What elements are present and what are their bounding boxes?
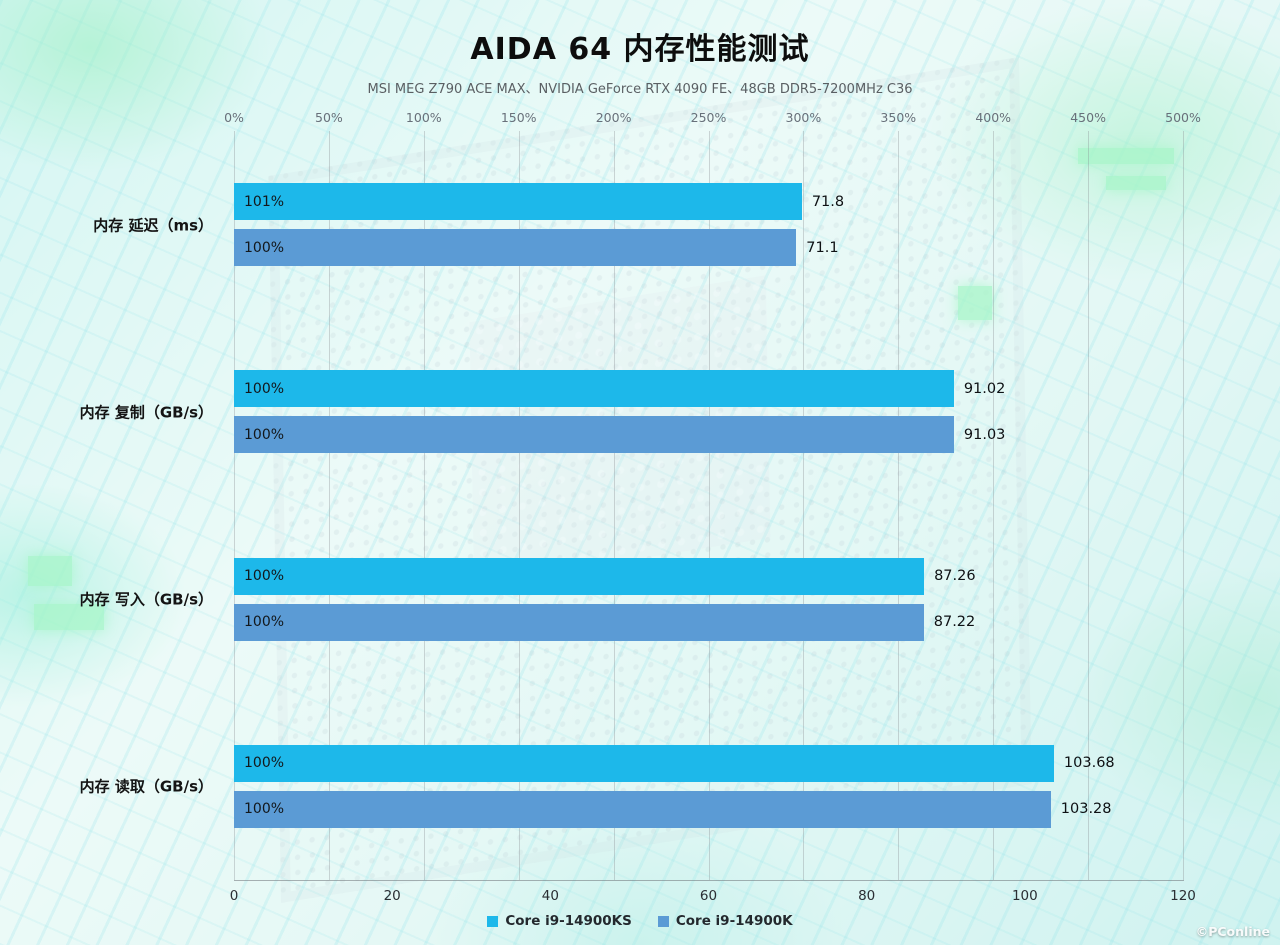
- vertical-gridline: [613, 131, 615, 880]
- legend-item-core-i9-14900k: Core i9-14900K: [657, 913, 793, 929]
- percent-tick-label: 150%: [500, 110, 537, 125]
- value-tick-label: 80: [858, 888, 876, 904]
- percent-tick-label: 300%: [785, 110, 822, 125]
- legend-swatch-cyan: [487, 915, 499, 927]
- bar-core-i9-14900ks: 100%: [234, 370, 954, 408]
- legend-label: Core i9-14900K: [675, 913, 793, 929]
- bar-percent-label: 100%: [244, 239, 285, 256]
- bar-core-i9-14900k: 100%: [234, 229, 797, 267]
- percent-tick-label: 50%: [314, 110, 343, 125]
- bar-value-label: 103.68: [1063, 755, 1115, 772]
- category-label: 内存 读取（GB/s）: [79, 777, 213, 796]
- value-tick-label: 60: [699, 888, 718, 904]
- bar-percent-label: 100%: [244, 568, 285, 585]
- vertical-gridline: [803, 131, 805, 880]
- vertical-gridline: [234, 131, 235, 880]
- percent-tick-label: 450%: [1070, 110, 1106, 125]
- value-tick-label: 0: [229, 888, 239, 904]
- percent-tick-label: 100%: [405, 110, 442, 125]
- bar-value-label: 91.02: [963, 380, 1006, 397]
- category-label: 内存 写入（GB/s）: [79, 590, 213, 609]
- value-tick-label: 120: [1170, 888, 1196, 904]
- bar-percent-label: 100%: [244, 801, 285, 818]
- percent-tick-label: 200%: [595, 110, 632, 125]
- bar-value-label: 103.28: [1060, 801, 1112, 818]
- category-label: 内存 延迟（ms）: [93, 216, 213, 235]
- chart-title: AIDA 64 内存性能测试: [470, 32, 810, 67]
- vertical-gridline: [708, 131, 710, 880]
- legend-item-core-i9-14900ks: Core i9-14900KS: [487, 913, 632, 929]
- chart-subtitle: MSI MEG Z790 ACE MAX、NVIDIA GeForce RTX …: [367, 82, 913, 97]
- legend-swatch-blue: [657, 915, 669, 927]
- bar-core-i9-14900ks: 101%: [234, 183, 802, 221]
- bar-core-i9-14900k: 100%: [234, 603, 924, 641]
- bar-value-label: 71.1: [806, 239, 839, 256]
- category-label: 内存 复制（GB/s）: [79, 403, 213, 422]
- value-tick-label: 20: [383, 888, 401, 904]
- percent-tick-label: 250%: [690, 110, 727, 125]
- bar-percent-label: 100%: [244, 755, 285, 772]
- bar-value-label: 71.8: [811, 193, 845, 210]
- bar-percent-label: 100%: [244, 614, 285, 631]
- bar-percent-label: 101%: [244, 193, 285, 210]
- percent-tick-label: 500%: [1165, 110, 1201, 125]
- bar-percent-label: 100%: [244, 426, 285, 443]
- watermark: ©PConline: [1195, 924, 1270, 939]
- value-axis-line: [234, 880, 1184, 881]
- vertical-gridline: [1183, 131, 1184, 880]
- vertical-gridline: [328, 131, 330, 880]
- percent-tick-label: 0%: [224, 110, 244, 125]
- bar-percent-label: 100%: [244, 380, 285, 397]
- vertical-gridline: [898, 131, 900, 880]
- bar-core-i9-14900ks: 100%: [234, 557, 925, 595]
- percent-tick-label: 350%: [880, 110, 917, 125]
- vertical-gridline: [518, 131, 520, 880]
- bar-value-label: 91.03: [963, 426, 1006, 443]
- bar-value-label: 87.26: [934, 568, 976, 585]
- percent-tick-label: 400%: [975, 110, 1012, 125]
- bar-core-i9-14900k: 100%: [234, 790, 1051, 828]
- bar-core-i9-14900k: 100%: [234, 416, 954, 454]
- legend-label: Core i9-14900KS: [505, 913, 632, 929]
- vertical-gridline: [1088, 131, 1090, 880]
- bar-core-i9-14900ks: 100%: [234, 744, 1054, 782]
- legend: Core i9-14900KS Core i9-14900K: [0, 913, 1280, 929]
- vertical-gridline: [423, 131, 425, 880]
- vertical-gridline: [993, 131, 995, 880]
- value-tick-label: 100: [1011, 888, 1038, 904]
- value-tick-label: 40: [541, 888, 559, 904]
- bar-value-label: 87.22: [933, 614, 976, 631]
